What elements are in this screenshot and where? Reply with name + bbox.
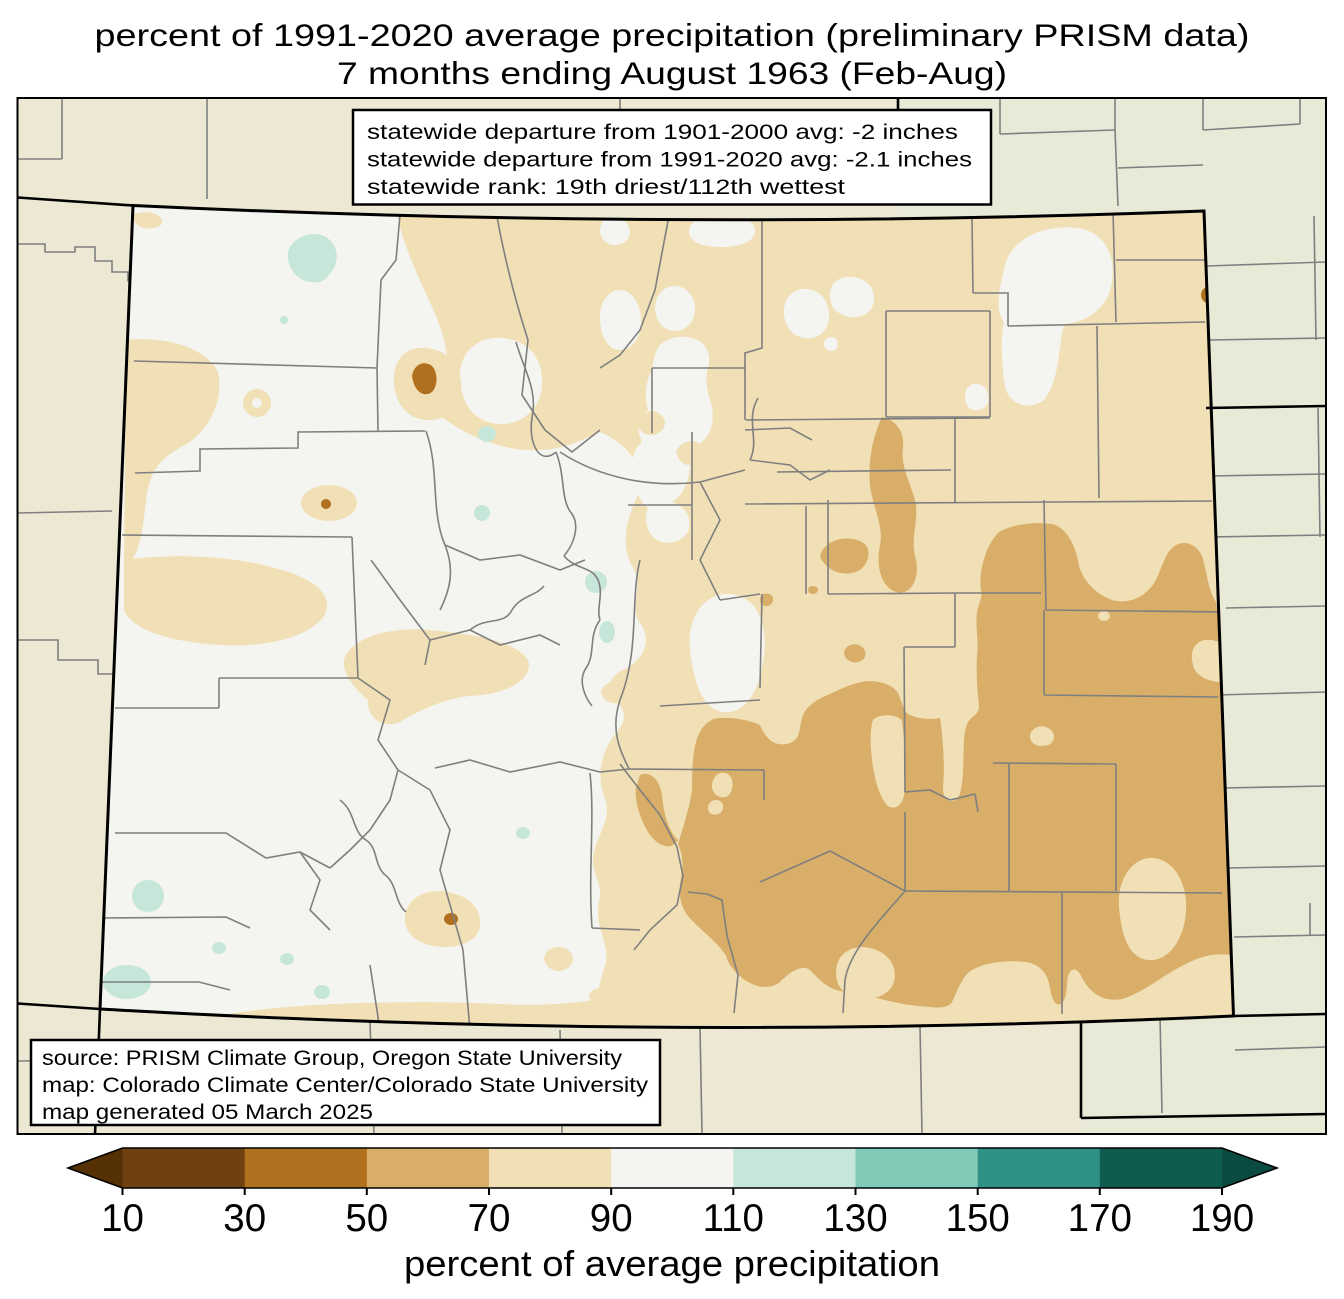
svg-text:10: 10 bbox=[101, 1197, 144, 1240]
svg-text:map: Colorado Climate Center/C: map: Colorado Climate Center/Colorado St… bbox=[42, 1073, 648, 1097]
svg-text:map generated 05 March 2025: map generated 05 March 2025 bbox=[42, 1100, 373, 1124]
svg-text:90: 90 bbox=[590, 1197, 633, 1240]
svg-text:statewide departure from 1991-: statewide departure from 1991-2020 avg: … bbox=[367, 148, 972, 172]
svg-text:source: PRISM Climate Group, O: source: PRISM Climate Group, Oregon Stat… bbox=[42, 1046, 622, 1070]
svg-text:130: 130 bbox=[823, 1197, 887, 1240]
svg-text:150: 150 bbox=[946, 1197, 1010, 1240]
svg-text:190: 190 bbox=[1190, 1197, 1254, 1240]
svg-text:7 months ending August 1963 (F: 7 months ending August 1963 (Feb-Aug) bbox=[337, 55, 1007, 91]
svg-text:statewide rank: 19th driest/11: statewide rank: 19th driest/112th wettes… bbox=[367, 175, 845, 199]
svg-text:30: 30 bbox=[223, 1197, 266, 1240]
svg-text:170: 170 bbox=[1068, 1197, 1132, 1240]
svg-text:110: 110 bbox=[703, 1197, 764, 1240]
svg-text:70: 70 bbox=[468, 1197, 511, 1240]
svg-text:statewide departure from 1901-: statewide departure from 1901-2000 avg: … bbox=[367, 120, 958, 144]
svg-text:50: 50 bbox=[345, 1197, 388, 1240]
svg-text:percent of 1991-2020 average p: percent of 1991-2020 average precipitati… bbox=[95, 17, 1250, 53]
svg-text:percent of average precipitati: percent of average precipitation bbox=[404, 1243, 940, 1284]
